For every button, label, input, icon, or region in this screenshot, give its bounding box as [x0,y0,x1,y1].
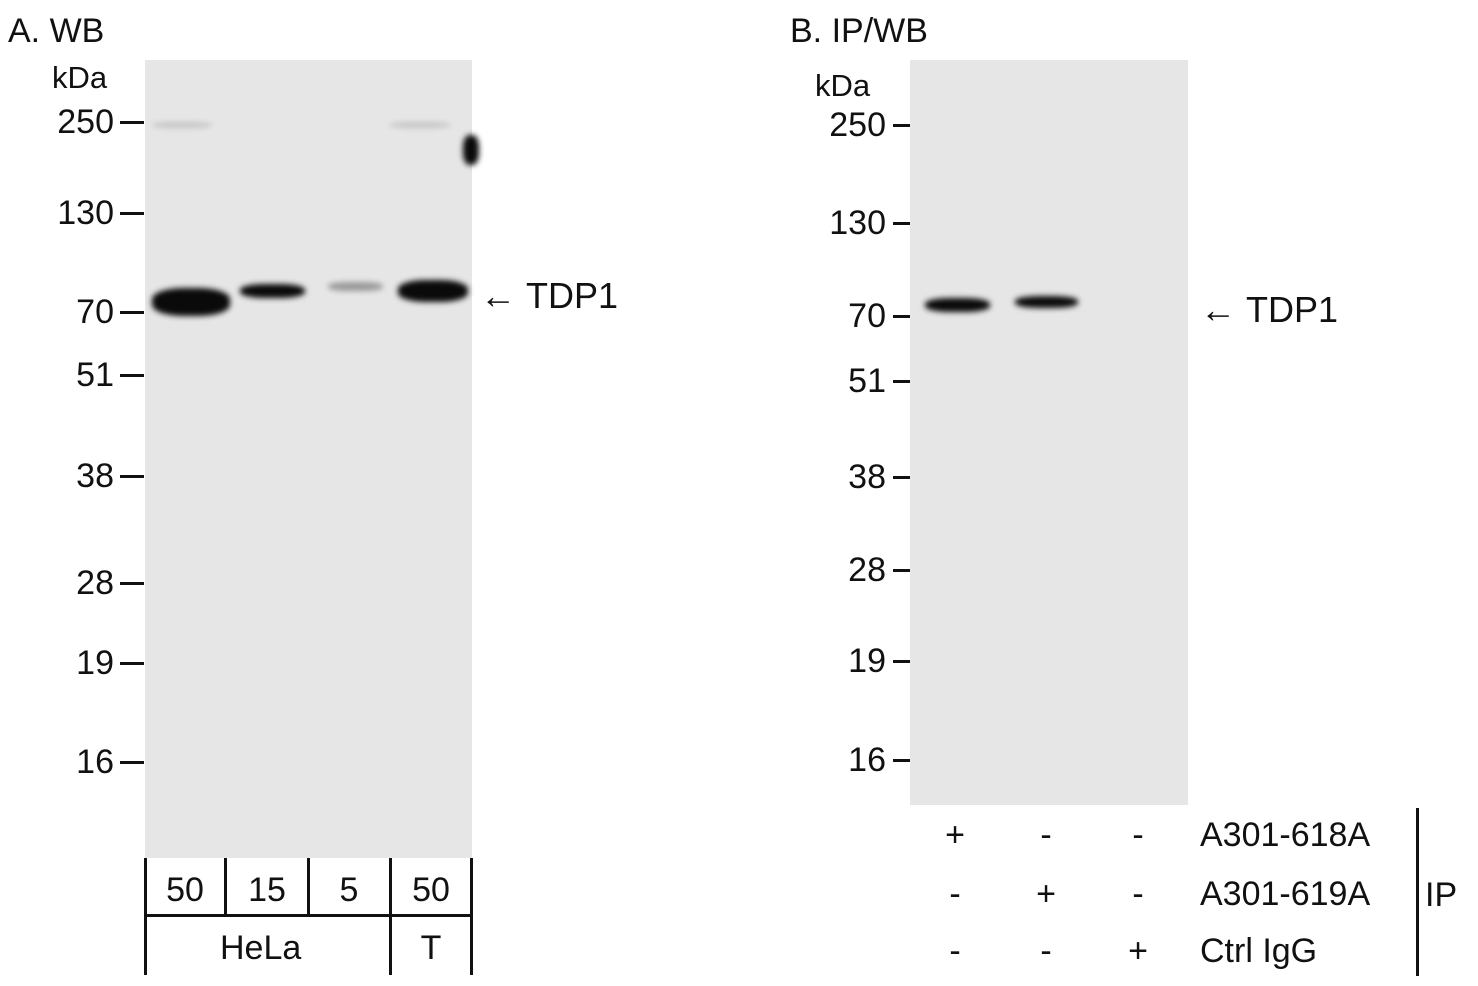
marker-label: 250 [829,106,886,144]
band [328,282,383,291]
ip-sign: + [1036,875,1056,913]
band [390,122,450,128]
marker-tick [120,311,144,314]
marker-tick [893,660,910,663]
ip-sign: - [1132,875,1144,913]
blot-a [145,60,479,858]
marker-tick [893,222,910,225]
marker-label: 70 [76,293,114,331]
ip-sign: + [945,816,965,854]
marker-tick [120,212,144,215]
ip-row-label: Ctrl IgG [1200,932,1318,970]
marker-tick [893,124,910,127]
panel-a-title: A. WB [8,12,105,50]
band [240,284,305,298]
marker-label: 19 [848,642,886,680]
ip-row-label: A301-619A [1200,875,1371,913]
target-label: TDP1 [1246,289,1339,330]
marker-tick [120,374,144,377]
blot-b [910,60,1188,805]
band [152,122,212,128]
ip-sign: + [1128,932,1148,970]
ip-sign: - [949,875,961,913]
marker-tick [893,759,910,762]
marker-label: 38 [848,458,886,496]
band [463,135,479,165]
ip-sign: - [1040,932,1052,970]
marker-label: 16 [848,741,886,779]
marker-label: 51 [76,356,114,394]
lane-amount: 50 [412,871,450,909]
marker-label: 38 [76,457,114,495]
lane-amount: 15 [248,871,286,909]
marker-tick [120,582,144,585]
marker-label: 16 [76,743,114,781]
marker-label: 28 [76,564,114,602]
marker-tick [893,476,910,479]
kda-label: kDa [815,68,871,103]
cell-line-label: T [420,929,442,967]
lane-amount: 5 [339,871,359,909]
marker-label: 70 [848,297,886,335]
marker-label: 250 [57,103,114,141]
ip-sign: - [949,932,961,970]
marker-tick [893,380,910,383]
band [925,298,990,312]
marker-tick [893,315,910,318]
kda-label: kDa [52,60,108,95]
marker-label: 51 [848,362,886,400]
marker-tick [120,475,144,478]
band [1015,296,1078,308]
ip-sign: - [1040,816,1052,854]
ip-row-label: A301-618A [1200,816,1371,854]
ip-label: IP [1425,876,1458,914]
marker-label: 19 [76,644,114,682]
target-arrow: ← TDP1 [1200,289,1339,330]
marker-tick [893,569,910,572]
lane-amount: 50 [166,871,204,909]
band [398,280,468,302]
marker-tick [120,761,144,764]
target-label: TDP1 [526,275,619,316]
band [152,288,230,316]
panel-b-title: B. IP/WB [790,12,928,50]
marker-tick [120,662,144,665]
marker-tick [120,121,144,124]
marker-label: 130 [57,194,114,232]
marker-label: 130 [829,204,886,242]
ip-sign: - [1132,816,1144,854]
target-arrow: ← TDP1 [480,275,619,316]
marker-label: 28 [848,551,886,589]
cell-line-label: HeLa [220,929,302,967]
